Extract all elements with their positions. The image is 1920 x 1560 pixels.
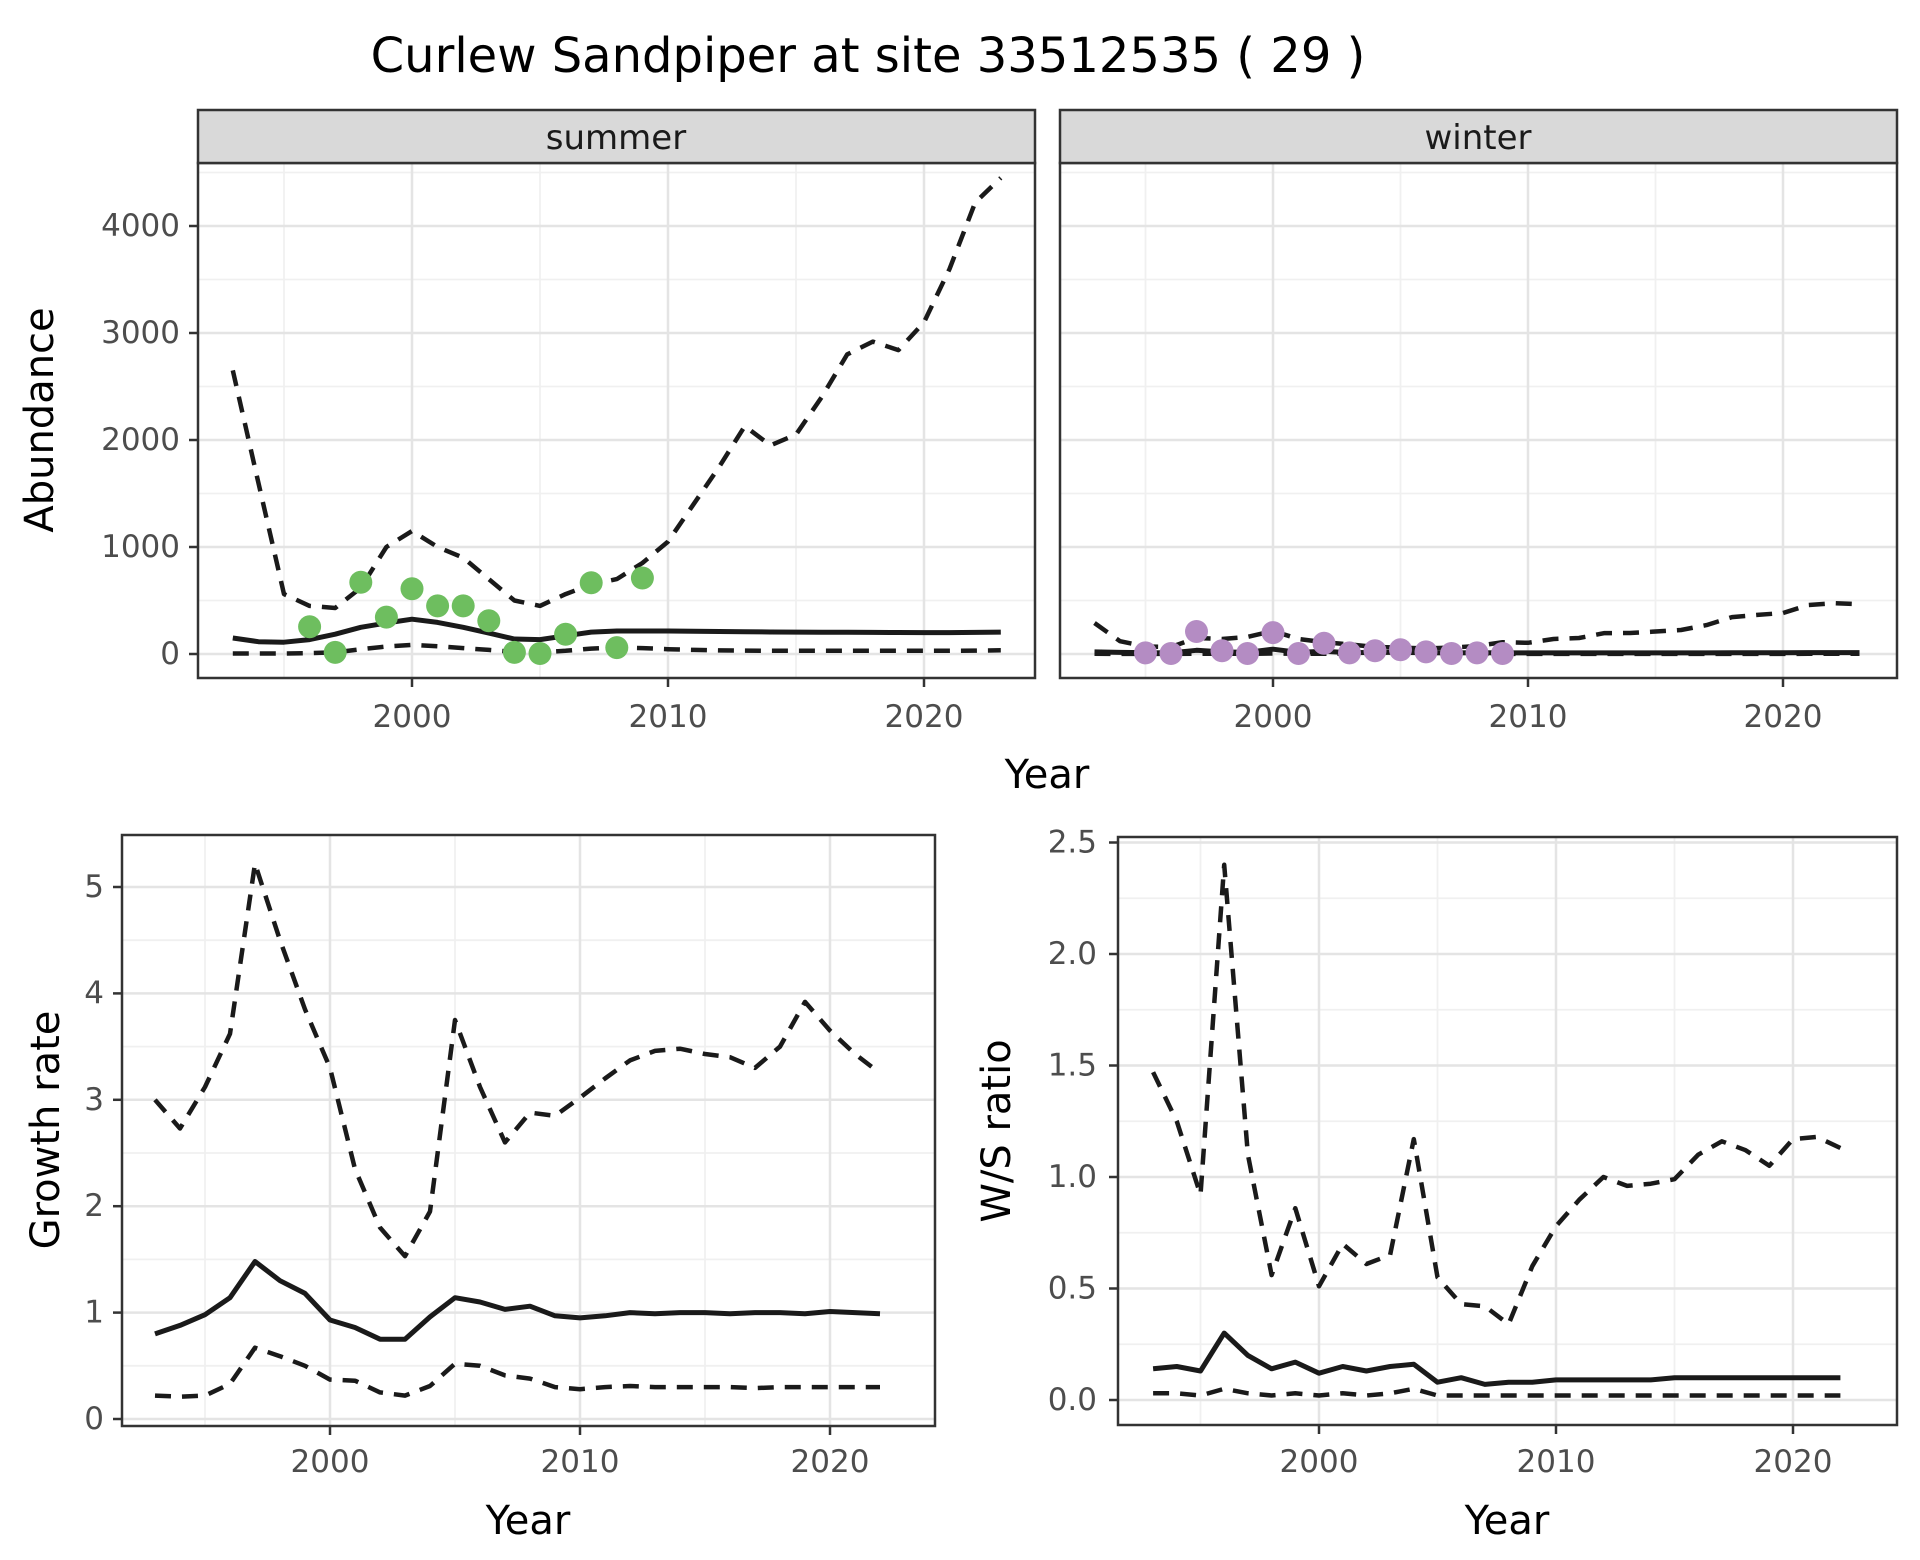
data-point — [1389, 638, 1412, 662]
data-point — [451, 594, 475, 618]
data-point — [579, 571, 603, 595]
x-tick-label: 2010 — [541, 1444, 620, 1480]
y-tick-label: 2000 — [101, 422, 180, 458]
line-lower_ci — [1153, 1386, 1841, 1398]
line-upper_ci — [153, 861, 882, 1259]
y-tick-label: 3 — [84, 1082, 104, 1118]
panel-growth-rate: 2000 2010 2020 0 1 2 3 4 5 — [84, 833, 937, 1480]
x-tick-label: 2020 — [885, 699, 964, 735]
y-tick-label: 1 — [84, 1295, 104, 1331]
y-axis-title-abundance: Abundance — [17, 307, 63, 533]
y-tick-label: 2.5 — [1048, 825, 1097, 861]
data-point — [1338, 641, 1361, 665]
x-tick-label: 2020 — [1754, 1444, 1833, 1480]
series-group — [230, 176, 1003, 665]
y-tick-label: 0 — [84, 1401, 104, 1437]
data-point — [1465, 641, 1489, 665]
x-tick-label: 2010 — [1517, 1444, 1596, 1480]
line-lower_ci — [154, 1345, 880, 1399]
data-point — [426, 594, 450, 618]
line-mean — [1152, 1330, 1841, 1387]
x-axis-title-year-ws: Year — [1464, 1498, 1550, 1544]
line-mean — [232, 616, 1001, 645]
y-axis-title-ws-ratio: W/S ratio — [974, 1039, 1020, 1223]
data-point — [528, 642, 552, 665]
data-point — [554, 622, 578, 646]
data-point — [477, 609, 501, 633]
data-point — [1261, 621, 1285, 645]
series-group — [1151, 862, 1842, 1398]
x-tick-label: 2010 — [629, 699, 708, 735]
data-point — [1236, 642, 1259, 665]
y-tick-label: 1.0 — [1048, 1159, 1097, 1195]
data-point — [1491, 642, 1514, 665]
panel-summer: 2000 2010 2020 0 1000 2000 3000 4000 — [101, 108, 1037, 735]
y-axis-title-growth-rate: Growth rate — [23, 1010, 69, 1250]
chart-title: Curlew Sandpiper at site 33512535 ( 29 ) — [370, 28, 1366, 84]
data-point — [1414, 640, 1438, 664]
data-point — [1287, 642, 1310, 665]
x-tick-label: 2000 — [1280, 1444, 1359, 1480]
data-point — [605, 636, 629, 660]
facet-strip — [1058, 108, 1899, 165]
series-group — [153, 861, 882, 1399]
line-mean — [154, 1259, 881, 1342]
data-point — [349, 570, 373, 594]
x-tick-label: 2000 — [291, 1444, 370, 1480]
facet-label-summer: summer — [545, 118, 687, 158]
y-tick-label: 0 — [160, 636, 180, 672]
x-tick-label: 2020 — [1744, 699, 1823, 735]
x-axis-title-year-top: Year — [1004, 752, 1090, 798]
data-point — [1363, 639, 1387, 663]
x-tick-label: 2010 — [1489, 699, 1568, 735]
data-point — [374, 605, 398, 629]
y-tick-label: 2.0 — [1048, 936, 1097, 972]
data-point — [1210, 639, 1234, 663]
x-axis-title-year-growth: Year — [485, 1498, 571, 1544]
data-point — [1185, 620, 1208, 643]
y-tick-label: 3000 — [101, 315, 180, 351]
x-tick-label: 2000 — [1234, 699, 1313, 735]
data-point — [298, 615, 322, 639]
line-upper_ci — [1151, 862, 1842, 1327]
data-point — [1159, 642, 1183, 665]
panel-winter: 2000 2010 2020 — [1058, 108, 1899, 735]
y-tick-label: 0.0 — [1048, 1382, 1097, 1418]
data-point — [630, 566, 654, 590]
y-tick-label: 2 — [84, 1188, 104, 1224]
y-tick-label: 4000 — [101, 208, 180, 244]
y-tick-label: 1.5 — [1048, 1048, 1097, 1084]
data-point — [1312, 631, 1336, 655]
y-tick-label: 1000 — [101, 529, 180, 565]
facet-label-winter: winter — [1424, 118, 1532, 158]
series-group — [1093, 600, 1860, 665]
x-tick-label: 2000 — [373, 699, 452, 735]
data-point — [1440, 642, 1463, 665]
data-point — [1134, 641, 1157, 665]
data-point — [400, 577, 424, 601]
x-tick-label: 2020 — [791, 1444, 870, 1480]
y-tick-label: 5 — [84, 869, 104, 905]
facet-strip — [196, 108, 1037, 165]
data-point — [502, 640, 526, 664]
data-point — [323, 640, 347, 664]
y-tick-label: 4 — [84, 975, 104, 1011]
line-upper_ci — [230, 176, 1003, 611]
panel-w-s-ratio: 2000 2010 2020 0.0 0.5 1.0 1.5 2.0 2.5 — [1048, 825, 1899, 1480]
y-tick-label: 0.5 — [1048, 1271, 1097, 1307]
